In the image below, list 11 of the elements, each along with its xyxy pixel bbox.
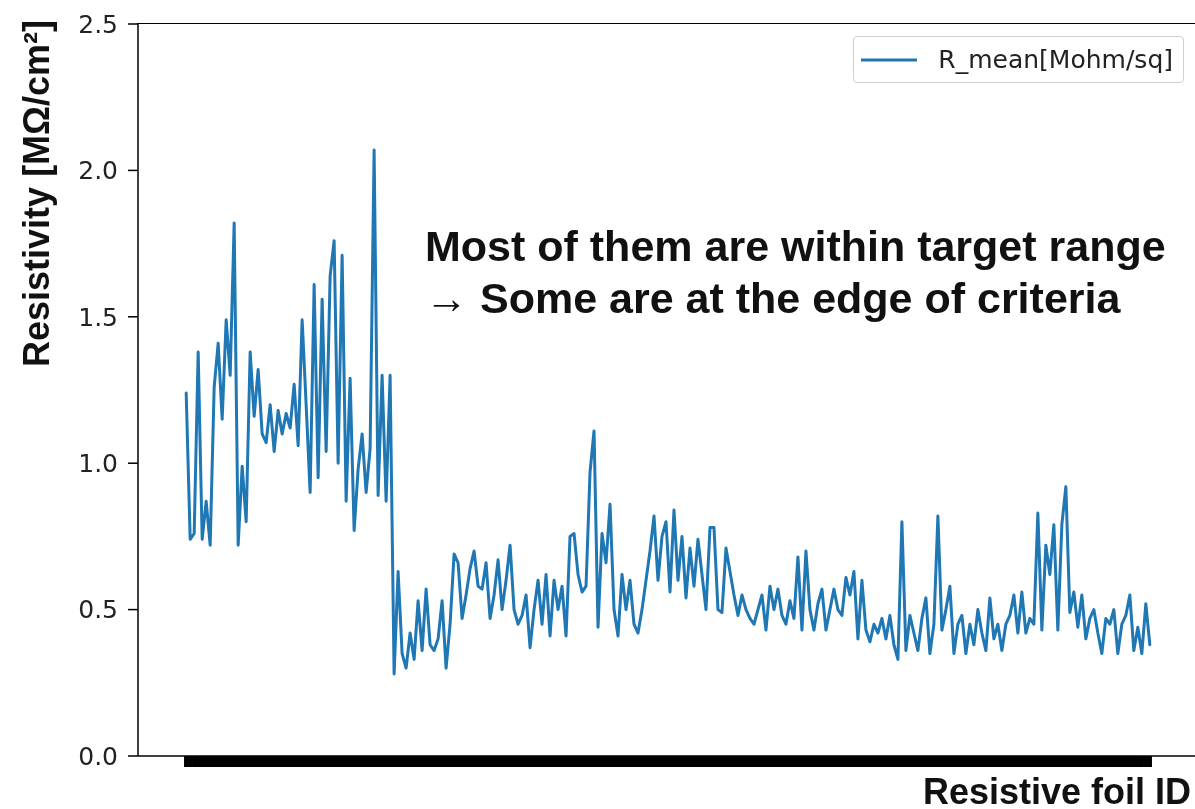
legend-label: R_mean[Mohm/sq] xyxy=(938,45,1173,74)
annotation: → Some are at the edge of criteria xyxy=(425,274,1121,322)
x-axis-title: Resistive foil ID xyxy=(922,771,1191,809)
y-tick-label: 1.0 xyxy=(78,449,118,479)
annotation: Most of them are within target range xyxy=(425,222,1166,270)
y-tick-label: 1.5 xyxy=(78,302,118,332)
y-tick-label: 2.5 xyxy=(78,9,118,39)
y-tick-label: 0.0 xyxy=(78,741,118,771)
y-tick-label: 0.5 xyxy=(78,595,118,625)
y-axis-title: Resistivity [MΩ/cm²] xyxy=(16,20,57,367)
y-tick-label: 2.0 xyxy=(78,156,118,186)
